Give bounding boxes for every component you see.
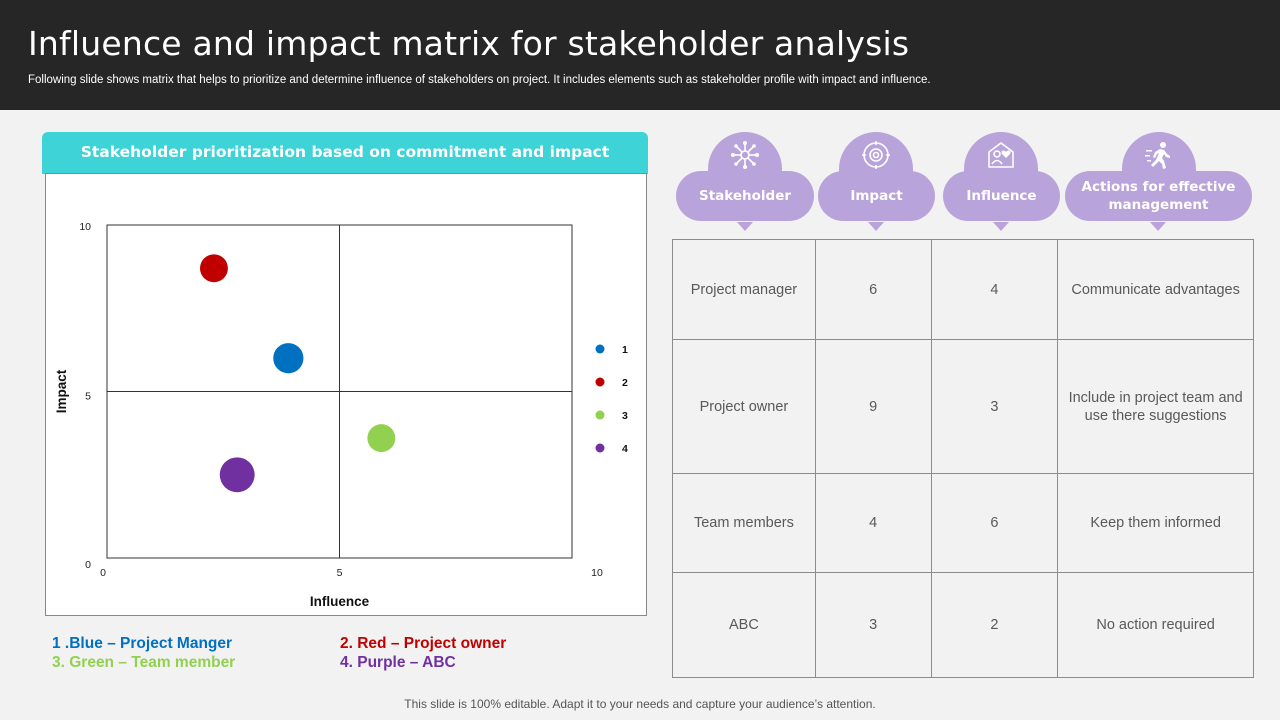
cell-impact: 4 xyxy=(814,473,932,573)
cell-influence: 4 xyxy=(930,239,1059,340)
cell-action: Communicate advantages xyxy=(1057,239,1254,340)
column-header-label: Impact xyxy=(818,171,935,221)
cell-influence: 6 xyxy=(930,473,1059,573)
column-header-label: Influence xyxy=(943,171,1060,221)
running-person-icon xyxy=(1145,142,1170,169)
legend-label-2: 2 xyxy=(622,377,628,389)
footer-note: This slide is 100% editable. Adapt it to… xyxy=(404,697,876,711)
legend-text-green: 3. Green – Team member xyxy=(52,654,236,671)
column-header-label: Stakeholder xyxy=(676,171,814,221)
legend-label-3: 3 xyxy=(622,410,628,422)
legend-text-blue: 1 .Blue – Project Manger xyxy=(52,635,233,652)
table-row: Project owner 9 3 Include in project tea… xyxy=(672,339,1254,474)
column-header-influence: Influence xyxy=(943,132,1060,232)
y-tick-label: 5 xyxy=(85,391,91,403)
cell-action: Include in project team and use there su… xyxy=(1057,339,1254,474)
column-header-stakeholder: Stakeholder xyxy=(676,132,814,232)
legend-marker-3 xyxy=(595,410,605,420)
cell-stakeholder: Project owner xyxy=(672,339,816,474)
table-row: ABC 3 2 No action required xyxy=(672,572,1254,678)
cell-stakeholder: ABC xyxy=(672,572,816,678)
header-bar: Influence and impact matrix for stakehol… xyxy=(0,0,1280,110)
cell-impact: 3 xyxy=(814,572,932,678)
page-subtitle: Following slide shows matrix that helps … xyxy=(28,74,931,86)
legend-text-purple: 4. Purple – ABC xyxy=(340,654,456,671)
x-tick-label: 0 xyxy=(100,567,106,579)
cell-impact: 9 xyxy=(814,339,932,474)
legend-marker-1 xyxy=(595,344,605,354)
bubble-series-3 xyxy=(367,424,396,453)
target-gear-icon xyxy=(862,141,890,169)
legend-text-red: 2. Red – Project owner xyxy=(340,635,507,652)
bubble-series-2 xyxy=(200,254,228,283)
cell-stakeholder: Project manager xyxy=(672,239,816,340)
x-axis-label: Influence xyxy=(310,594,370,609)
column-header-actions: Actions for effective management xyxy=(1065,132,1252,232)
bubble-series-4 xyxy=(219,457,255,493)
cell-influence: 3 xyxy=(930,339,1059,474)
x-tick-label: 10 xyxy=(591,567,603,579)
legend-marker-4 xyxy=(595,443,605,453)
column-header-label: Actions for effective management xyxy=(1065,171,1252,221)
network-icon xyxy=(731,141,759,169)
table-row: Team members 4 6 Keep them informed xyxy=(672,473,1254,573)
stakeholder-table: Project manager 6 4 Communicate advantag… xyxy=(672,239,1254,678)
cell-action: No action required xyxy=(1057,572,1254,678)
cell-action: Keep them informed xyxy=(1057,473,1254,573)
y-tick-label: 10 xyxy=(79,221,91,233)
x-tick-label: 5 xyxy=(337,567,343,579)
bubble-series-1 xyxy=(273,343,304,374)
cell-stakeholder: Team members xyxy=(672,473,816,573)
y-axis-label: Impact xyxy=(54,369,69,413)
scatter-chart: 0 5 10 0 5 10 Influence Impact 1 2 3 4 xyxy=(54,221,628,609)
page-title: Influence and impact matrix for stakehol… xyxy=(28,24,910,63)
cell-impact: 6 xyxy=(814,239,932,340)
table-row: Project manager 6 4 Communicate advantag… xyxy=(672,239,1254,340)
chart-frame: 0 5 10 0 5 10 Influence Impact 1 2 3 4 xyxy=(45,173,647,616)
y-tick-label: 0 xyxy=(85,559,91,571)
legend-label-4: 4 xyxy=(622,443,628,455)
chart-banner: Stakeholder prioritization based on comm… xyxy=(42,132,648,174)
legend-marker-2 xyxy=(595,377,605,387)
legend-label-1: 1 xyxy=(622,344,628,356)
column-header-impact: Impact xyxy=(818,132,935,232)
cell-influence: 2 xyxy=(930,572,1059,678)
person-heart-icon xyxy=(988,142,1014,168)
